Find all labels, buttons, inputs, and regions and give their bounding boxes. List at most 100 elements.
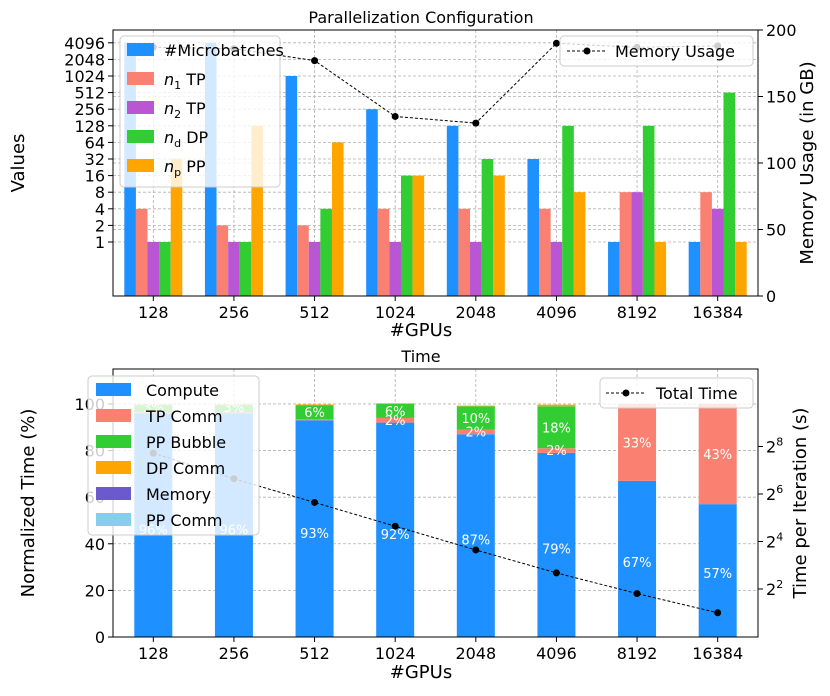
time-legend-label-tp-comm: TP Comm (145, 407, 223, 426)
config-legend-label-nd-dp: nd DP (164, 128, 209, 150)
config-bar-n1-tp-512 (297, 225, 309, 296)
time-x-ticks: 128 256 512 1024 2048 4096 8192 16384 (138, 637, 743, 663)
time-bar-compute-8192 (618, 480, 657, 637)
config-legend-swatch-nd-dp (127, 130, 154, 143)
config-x-axis-label: #GPUs (390, 320, 452, 341)
config-y-axis-label: Values (8, 134, 29, 193)
config-bar-nd-dp-4096 (562, 125, 574, 296)
config-legend: #Microbatches n1 TP n2 TP nd DP np PP (119, 35, 284, 188)
config-bar-n2-tp-2048 (470, 242, 482, 296)
config-bar-nd-dp-1024 (400, 175, 413, 296)
time-bar-tp-comm-8192 (618, 403, 657, 481)
time-legend-swatch-dp-comm (96, 461, 131, 474)
config-y2-tick-label-50: 50 (766, 221, 786, 240)
memory-usage-point-2048 (472, 119, 480, 127)
config-bar-n1-tp-8192 (619, 192, 632, 296)
config-bar-microbatches-512 (285, 76, 298, 296)
config-bar-np-pp-1024 (412, 175, 425, 296)
total-time-point-1024 (391, 522, 399, 530)
time-bar-label-compute-16384: 57% (703, 567, 732, 582)
time-bar-pp-bubble-512 (295, 405, 334, 420)
time-bar-tp-comm-16384 (698, 403, 737, 505)
time-legend-label-memory: Memory (146, 485, 211, 504)
config-y2-axis-label: Memory Usage (in GB) (797, 61, 818, 264)
time-bar-tp-comm-1024 (376, 417, 415, 423)
total-time-legend: Total Time (599, 377, 754, 409)
time-bar-label-compute-8192: 67% (623, 556, 652, 571)
config-y2-tick-label-200: 200 (766, 21, 797, 40)
config-bar-n1-tp-16384 (700, 192, 712, 296)
time-legend: Compute TP Comm PP Bubble DP Comm Memory PP C… (87, 375, 260, 536)
config-legend-entries: #Microbatches n1 TP n2 TP nd DP np PP (127, 41, 284, 179)
total-time-legend-marker (622, 389, 630, 397)
config-bar-n1-tp-256 (216, 225, 229, 296)
config-y-tick-label-64: 64 (85, 133, 105, 152)
config-bar-microbatches-2048 (446, 125, 459, 296)
config-x-tick-label-512: 512 (299, 303, 330, 322)
memory-usage-point-4096 (552, 39, 560, 47)
config-x-tick-label-128: 128 (138, 303, 169, 322)
config-legend-box (119, 35, 281, 188)
config-x-tick-label-1024: 1024 (375, 303, 416, 322)
config-y-tick-label-256: 256 (74, 100, 105, 119)
config-bars (124, 42, 747, 296)
time-chart: Time 96%3%96%3%93%6%92%2%6%87%2%10%79%2%… (18, 347, 811, 683)
memory-usage-legend: Memory Usage (559, 35, 754, 67)
time-x-tick-label-8192: 8192 (617, 644, 658, 663)
config-legend-swatch-n2-tp (127, 101, 154, 114)
time-bar-dp-comm-1024 (376, 403, 415, 404)
time-bar-label-tp-comm-16384: 43% (703, 448, 732, 463)
time-bar-dp-comm-4096 (537, 404, 576, 407)
memory-usage-legend-marker (583, 47, 591, 55)
config-bar-nd-dp-8192 (642, 125, 655, 296)
config-legend-swatch-np-pp (127, 159, 154, 172)
config-y-tick-label-2048: 2048 (64, 50, 105, 69)
total-time-legend-box (599, 377, 754, 409)
config-y-tick-label-1: 1 (95, 233, 105, 252)
config-x-ticks: 128 256 512 1024 2048 4096 8192 16384 (138, 296, 743, 322)
config-chart: Parallelization Configuration 1248163264… (8, 8, 818, 341)
config-x-tick-label-256: 256 (219, 303, 250, 322)
config-bar-n1-tp-2048 (458, 208, 471, 296)
config-bar-np-pp-128 (170, 159, 183, 296)
time-bar-compute-2048 (456, 434, 495, 637)
time-bar-label-tp-comm-2048: 2% (466, 426, 487, 441)
time-legend-label-pp-comm: PP Comm (146, 511, 223, 530)
config-bar-n1-tp-128 (135, 208, 148, 296)
config-y-tick-label-128: 128 (74, 117, 105, 136)
time-bar-label-compute-512: 93% (300, 527, 329, 542)
time-legend-label-dp-comm: DP Comm (146, 459, 225, 478)
config-y-tick-label-1024: 1024 (64, 67, 105, 86)
time-x-tick-label-512: 512 (299, 644, 330, 663)
total-time-legend-label: Total Time (655, 384, 738, 403)
time-y-tick-label-0: 0 (95, 628, 105, 647)
time-bar-label-pp-bubble-4096: 18% (542, 421, 571, 436)
time-legend-swatch-pp-comm (96, 513, 131, 526)
time-bar-dp-comm-2048 (456, 405, 495, 407)
config-y-tick-label-2: 2 (95, 216, 105, 235)
config-bar-n2-tp-16384 (711, 208, 724, 296)
config-legend-label-microbatches: #Microbatches (164, 41, 284, 60)
config-bar-np-pp-8192 (654, 242, 667, 296)
config-bar-microbatches-1024 (366, 109, 378, 296)
time-y2-tick-label-6: 26 (766, 483, 783, 504)
time-bar-pp-bubble-4096 (537, 406, 576, 449)
time-legend-swatch-tp-comm (96, 409, 131, 422)
total-time-point-4096 (552, 569, 560, 577)
config-bar-nd-dp-128 (159, 242, 171, 296)
time-bar-compute-512 (295, 420, 334, 637)
config-y-tick-label-16: 16 (85, 167, 105, 186)
time-bar-pp-bubble-2048 (456, 406, 495, 430)
time-x-tick-label-1024: 1024 (375, 644, 416, 663)
config-bar-np-pp-16384 (735, 242, 747, 296)
time-bar-label-compute-4096: 79% (542, 543, 571, 558)
config-bar-microbatches-16384 (688, 242, 701, 296)
time-x-axis-label: #GPUs (390, 662, 452, 683)
time-legend-label-pp-bubble: PP Bubble (146, 433, 226, 452)
config-bar-n1-tp-4096 (539, 208, 551, 296)
config-y2-tick-label-0: 0 (766, 287, 776, 306)
time-legend-label-compute: Compute (146, 381, 219, 400)
time-legend-swatch-pp-bubble (96, 435, 131, 448)
config-bar-microbatches-4096 (527, 159, 540, 296)
config-y-tick-label-32: 32 (85, 150, 105, 169)
